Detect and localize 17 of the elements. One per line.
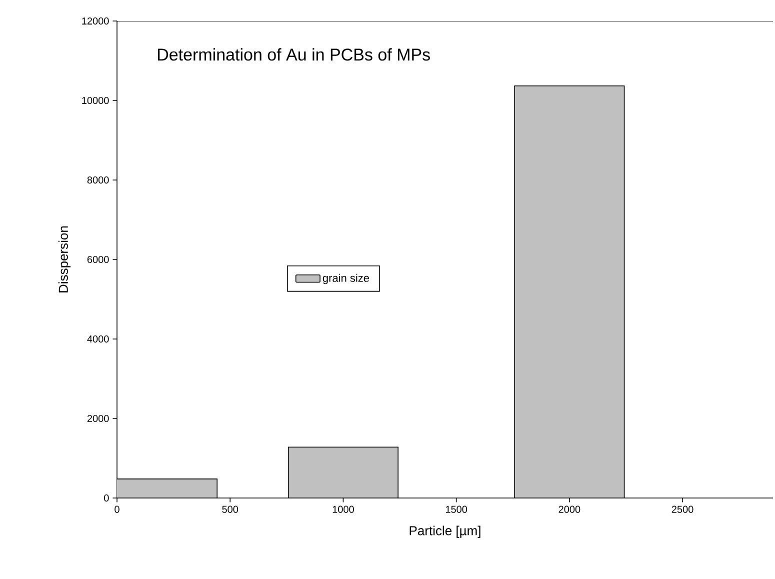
x-tick-label: 1500 bbox=[446, 506, 468, 513]
y-tick-label: 12000 bbox=[82, 17, 109, 25]
y-tick-label: 8000 bbox=[87, 176, 109, 184]
x-tick-label: 2000 bbox=[558, 506, 580, 513]
y-tick-label: 6000 bbox=[87, 256, 109, 264]
legend-label: grain size bbox=[322, 274, 370, 284]
x-tick-label: 2500 bbox=[672, 506, 694, 513]
x-axis-title: Particle [µm] bbox=[410, 526, 480, 538]
x-tick-label: 1000 bbox=[332, 506, 354, 513]
y-tick-label: 4000 bbox=[87, 335, 109, 343]
x-tick-label: 0 bbox=[114, 506, 120, 513]
x-tick-label: 500 bbox=[222, 506, 238, 513]
text: Determination of Au in PCBs of MPs bbox=[158, 48, 430, 61]
y-axis-title: Disspersion bbox=[58, 226, 71, 292]
y-tick-label: 2000 bbox=[87, 414, 109, 422]
y-tick-label: 0 bbox=[104, 494, 109, 502]
y-tick-label: 10000 bbox=[82, 96, 109, 104]
